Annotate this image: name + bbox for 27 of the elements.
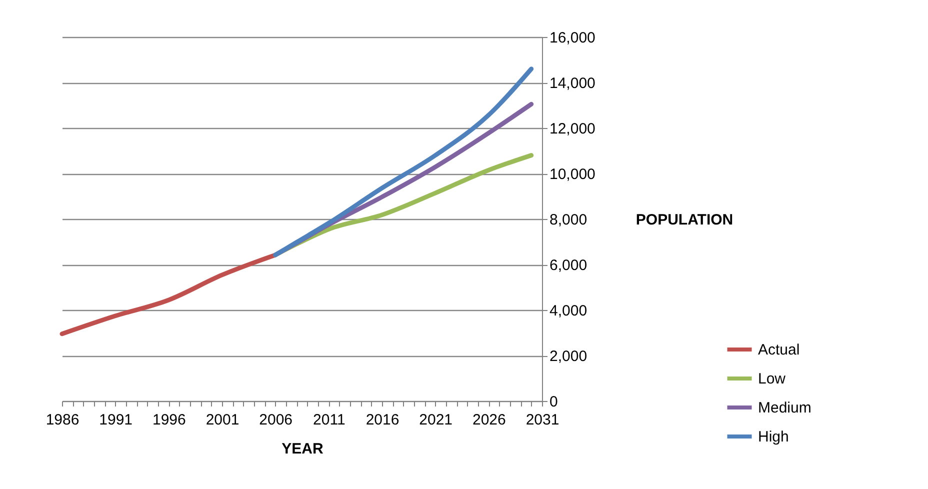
x-tick-label: 2026 [472,412,506,428]
y-axis-title: POPULATION [636,212,734,228]
y-tick-label: 6,000 [550,257,588,274]
line-series [60,252,278,336]
x-tick-label: 2016 [366,412,400,428]
y-tick-label: 2,000 [550,348,588,365]
x-tick-label: 2006 [259,412,293,428]
x-tick-label: 1991 [99,412,133,428]
legend-label: High [758,428,789,446]
x-tick-label: 1986 [46,412,80,428]
y-tick-label: 16,000 [550,30,596,46]
y-tick-label: 0 [550,394,558,410]
legend-label: Medium [758,400,812,416]
x-axis-title: YEAR [282,440,324,458]
line-series [273,66,534,258]
x-tick-label: 1996 [152,412,186,428]
legend-label: Low [758,370,786,388]
y-tick-label: 10,000 [550,166,596,183]
x-tick-label: 2001 [206,412,240,428]
y-tick-label: 14,000 [550,75,596,92]
x-tick-label: 2011 [313,412,346,428]
y-tick-label: 8,000 [550,212,588,228]
y-tick-label: 4,000 [550,302,588,320]
legend-label: Actual [758,342,800,358]
x-tick-label: 2021 [419,412,453,428]
y-tick-label: 12,000 [550,120,596,138]
x-tick-label: 2031 [526,412,560,428]
